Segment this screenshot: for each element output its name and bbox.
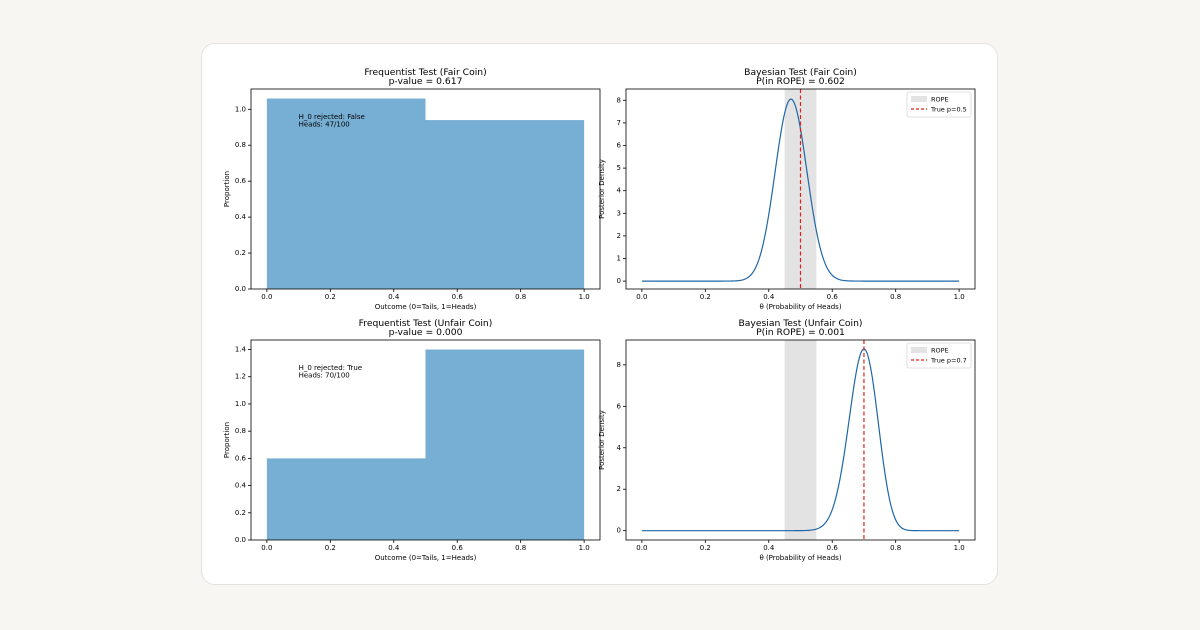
y-tick-label: 1.0 [235,400,246,408]
y-tick-label: 6 [617,402,622,410]
plot-area [266,349,585,540]
y-tick-label: 1 [617,254,621,262]
histogram-bar [266,98,426,289]
x-axis-label: θ (Probability of Heads) [759,303,841,311]
y-tick-label: 0.0 [235,536,246,544]
axes-frame [250,339,601,541]
legend: ROPE True p=0.7 [906,342,972,369]
legend-label: True p=0.5 [930,106,967,114]
annotation-text: Heads: 47/100 [299,121,350,129]
x-tick-label: 0.8 [515,544,526,552]
y-tick-label: 0 [617,277,621,285]
y-tick-label: 4 [617,187,622,195]
y-tick-label: 5 [617,164,621,172]
subplot-4: Bayesian Test (Unfair Coin)P(in ROPE) = … [598,318,976,562]
x-tick-label: 0.0 [636,544,647,552]
x-tick-label: 0.6 [452,293,464,301]
y-tick-label: 1.4 [235,346,247,354]
x-tick-label: 0.2 [700,293,711,301]
x-axis-label: Outcome (0=Tails, 1=Heads) [375,554,477,562]
annotation-text: H_0 rejected: True [299,364,363,372]
y-tick-label: 0.4 [235,482,247,490]
plot-area [641,89,960,289]
y-tick-label: 0.6 [235,177,247,185]
y-tick-label: 0.8 [235,427,246,435]
x-tick-label: 1.0 [954,544,965,552]
y-axis-label: Proportion [223,171,231,207]
chart-subtitle: p-value = 0.617 [389,76,463,87]
histogram-bar [425,349,585,540]
y-tick-label: 1.2 [235,373,246,381]
x-tick-label: 0.4 [763,544,775,552]
y-tick-label: 0.4 [235,213,247,221]
subplot-2: Bayesian Test (Fair Coin)P(in ROPE) = 0.… [598,67,976,311]
y-axis-label: Posterior Density [598,410,606,470]
y-axis-label: Proportion [223,422,231,458]
x-axis-label: Outcome (0=Tails, 1=Heads) [375,303,477,311]
x-tick-label: 0.8 [890,293,901,301]
annotation-text: H_0 rejected: False [299,113,365,121]
x-tick-label: 0.2 [325,544,336,552]
axes-frame [625,339,976,541]
legend-swatch-rope [911,347,927,353]
y-tick-label: 8 [617,96,621,104]
x-tick-label: 0.6 [827,544,839,552]
legend-label: ROPE [931,347,949,355]
annotation-text: Heads: 70/100 [299,372,350,380]
y-tick-label: 4 [617,444,622,452]
x-tick-label: 0.0 [261,293,272,301]
legend-label: True p=0.7 [930,357,967,365]
posterior-line [641,348,960,532]
histogram-bar [425,120,585,289]
y-tick-label: 6 [617,141,622,149]
axes-frame [625,88,976,290]
rope-band [784,340,817,540]
y-tick-label: 0.6 [235,454,247,462]
x-axis-label: θ (Probability of Heads) [759,554,841,562]
chart-subtitle: P(in ROPE) = 0.001 [756,327,845,338]
plot-area [266,98,585,289]
y-axis-label: Posterior Density [598,159,606,219]
x-tick-label: 1.0 [954,293,965,301]
legend-label: ROPE [931,96,949,104]
plot-area [641,340,960,540]
y-tick-label: 2 [617,485,621,493]
x-tick-label: 1.0 [579,293,590,301]
x-tick-label: 0.8 [515,293,526,301]
chart-title: Frequentist Test (Unfair Coin) [359,318,493,329]
chart-title: Frequentist Test (Fair Coin) [364,67,486,78]
x-tick-label: 0.0 [261,544,272,552]
y-tick-label: 0.2 [235,249,246,257]
chart-title: Bayesian Test (Fair Coin) [744,67,857,78]
y-tick-label: 8 [617,361,621,369]
x-tick-label: 0.6 [452,544,464,552]
x-tick-label: 0.2 [700,544,711,552]
y-tick-label: 7 [617,119,621,127]
y-tick-label: 0.2 [235,509,246,517]
x-tick-label: 0.6 [827,293,839,301]
x-tick-label: 0.2 [325,293,336,301]
x-tick-label: 0.0 [636,293,647,301]
y-tick-label: 0.8 [235,141,246,149]
chart-subtitle: p-value = 0.000 [389,327,463,338]
subplot-3: Frequentist Test (Unfair Coin)p-value = … [223,318,601,562]
y-tick-label: 2 [617,232,621,240]
x-tick-label: 0.4 [388,544,400,552]
x-tick-label: 0.4 [763,293,775,301]
y-tick-label: 1.0 [235,105,246,113]
y-tick-label: 0 [617,527,621,535]
histogram-bar [266,458,426,540]
legend: ROPE True p=0.5 [906,91,972,118]
x-tick-label: 0.8 [890,544,901,552]
chart-title: Bayesian Test (Unfair Coin) [739,318,863,329]
chart-subtitle: P(in ROPE) = 0.602 [756,76,845,87]
subplot-1: Frequentist Test (Fair Coin)p-value = 0.… [223,67,601,311]
y-tick-label: 0.0 [235,285,246,293]
x-tick-label: 0.4 [388,293,400,301]
legend-swatch-rope [911,96,927,102]
axes-frame [250,88,601,290]
x-tick-label: 1.0 [579,544,590,552]
y-tick-label: 3 [617,209,621,217]
